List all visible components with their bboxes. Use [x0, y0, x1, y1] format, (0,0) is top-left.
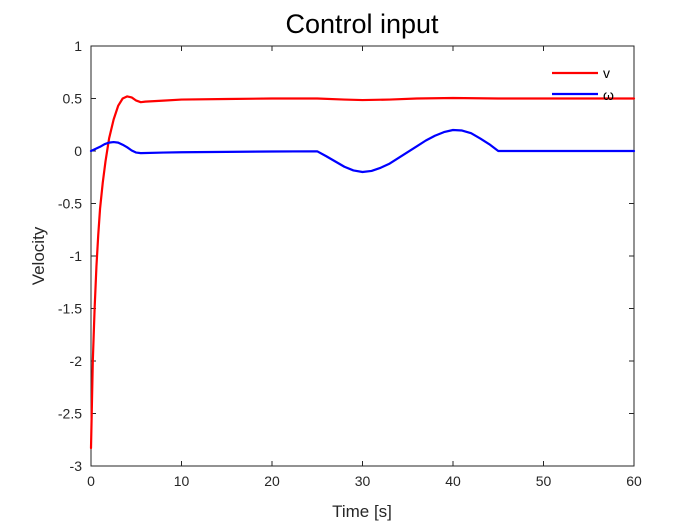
x-tick-label: 30: [355, 473, 371, 489]
legend-label-v: v: [603, 65, 610, 81]
x-axis-label: Time [s]: [332, 502, 392, 521]
series-line-1: [89, 128, 636, 174]
y-tick-label: -1: [70, 248, 83, 264]
x-tick-label: 60: [626, 473, 642, 489]
series-line-0: [89, 95, 636, 450]
series-lines: [89, 95, 636, 450]
y-tick-label: 1: [74, 38, 82, 54]
plot-area: [90, 45, 635, 467]
y-axis-label: Velocity: [29, 226, 48, 285]
x-tick-label: 10: [174, 473, 190, 489]
x-tick-label: 0: [87, 473, 95, 489]
axis-ticks: 0 10 20 30 40 50 60 -3 -2.5 -2 -1.5 -1 -0.5 0 0.5 1: [58, 38, 642, 489]
y-tick-label: -0.5: [58, 196, 82, 212]
y-tick-label: -3: [70, 458, 83, 474]
y-tick-label: -1.5: [58, 301, 82, 317]
x-tick-label: 40: [445, 473, 461, 489]
y-tick-label: -2: [70, 353, 83, 369]
x-tick-label: 50: [536, 473, 552, 489]
y-tick-label: 0.5: [63, 91, 83, 107]
legend: v ω: [552, 65, 614, 103]
chart-title: Control input: [285, 9, 439, 39]
y-tick-label: 0: [74, 143, 82, 159]
x-tick-label: 20: [264, 473, 280, 489]
y-tick-label: -2.5: [58, 406, 82, 422]
legend-label-omega: ω: [603, 87, 614, 103]
